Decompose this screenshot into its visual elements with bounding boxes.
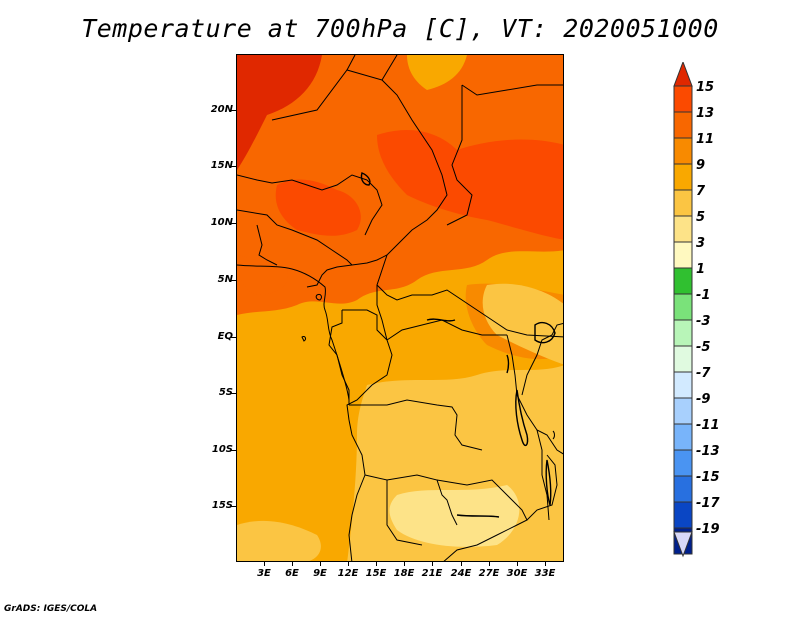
lon-label: 18E [393,568,415,579]
colorbar-cell [673,163,693,191]
colorbar-label: -19 [696,522,720,537]
lon-tick [489,562,490,566]
colorbar-label: -17 [696,496,720,511]
lat-tick [231,223,236,224]
lake-victoria [534,321,556,344]
lat-label: 20N [210,104,233,115]
island-saotome [301,336,306,342]
colorbar-cell [673,85,693,113]
chart-title: Temperature at 700hPa [C], VT: 202005100… [81,14,719,43]
lat-tick [231,166,236,167]
colorbar-label: -7 [696,366,711,381]
lon-label: 15E [365,568,387,579]
colorbar-cell [673,449,693,477]
colorbar-label: -15 [696,470,720,485]
lake-chad [360,172,371,186]
lon-label: 24E [450,568,472,579]
lon-label: 9E [313,568,327,579]
island-zanzibar [552,430,555,440]
colorbar-label: 5 [696,210,706,225]
lat-label: 5S [218,387,233,398]
colorbar-cell [673,397,693,425]
coastline [237,264,350,401]
colorbar-label: -13 [696,444,720,459]
field-11-westcoast [237,255,288,295]
colorbar-cell [673,501,693,529]
colorbar-label: -3 [696,314,711,329]
lake-kivu [506,354,510,374]
river-congo [426,318,456,322]
lat-tick [231,337,236,338]
colorbar-cell [673,475,693,503]
field-7-9-southwest [237,520,321,561]
lat-label: 15S [211,500,233,511]
lon-label: 27E [478,568,500,579]
lon-tick [292,562,293,566]
lon-tick [432,562,433,566]
lon-tick [348,562,349,566]
lat-tick [231,110,236,111]
colorbar-label: 7 [696,184,706,199]
colorbar-cell [673,137,693,165]
colorbar-cell [673,267,693,295]
colorbar-top-arrow [673,62,693,87]
colorbar-label: -1 [696,288,711,303]
lat-label: EQ [217,331,233,342]
lon-tick [517,562,518,566]
lat-label: 10S [211,444,233,455]
border-lines [271,69,448,288]
colorbar-label: 3 [696,236,706,251]
colorbar-label: 1 [696,262,706,277]
lat-label: 10N [210,217,233,228]
lon-label: 30E [506,568,528,579]
credit-text: GrADS: IGES/COLA [4,604,98,614]
lat-tick [231,393,236,394]
colorbar-cell [673,345,693,373]
colorbar-cell [673,215,693,243]
field-13-15-east [377,130,563,240]
lat-tick [231,280,236,281]
lat-tick [231,506,236,507]
colorbar-label: -11 [696,418,720,433]
field-13-15-ne [407,55,467,90]
colorbar-cell [673,319,693,347]
field-13-15-center [275,179,361,236]
colorbar-label: -9 [696,392,711,407]
lake-tanganyika [515,389,529,447]
lon-label: 3E [257,568,271,579]
colorbar-bottom-arrow [673,531,693,558]
lon-label: 33E [534,568,556,579]
colorbar-cell [673,423,693,451]
lat-label: 5N [217,274,233,285]
colorbar-cell [673,293,693,321]
colorbar-cell [673,189,693,217]
lat-tick [231,450,236,451]
lon-tick [404,562,405,566]
lon-tick [545,562,546,566]
field-7-9-east [482,283,563,365]
colorbar-label: 15 [696,80,715,95]
lake-malawi [545,459,552,506]
island-bioko [315,294,322,301]
lat-label: 15N [210,160,233,171]
colorbar-cell [673,111,693,139]
colorbar-label: -5 [696,340,711,355]
lon-tick [376,562,377,566]
colorbar-label: 13 [696,106,715,121]
colorbar-cell [673,371,693,399]
lon-tick [461,562,462,566]
colorbar-cell [673,241,693,269]
colorbar-label: 11 [696,132,715,147]
field-13-15-west [237,55,322,170]
temperature-map [236,54,564,562]
lon-tick [320,562,321,566]
lon-label: 21E [421,568,443,579]
lon-tick [264,562,265,566]
colorbar-label: 9 [696,158,706,173]
lon-label: 12E [337,568,359,579]
field-5-7-south [389,485,520,547]
river-zambezi [456,514,500,518]
lon-label: 6E [285,568,299,579]
